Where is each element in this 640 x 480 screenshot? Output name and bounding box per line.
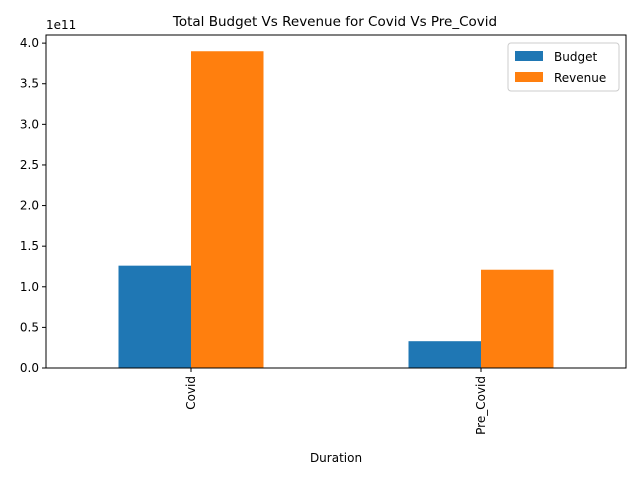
legend: Budget Revenue (507, 42, 620, 92)
x-axis: Covid Pre_Covid (184, 368, 488, 435)
plot-frame (45, 34, 627, 369)
y-tick-label: 0.0 (20, 361, 39, 375)
bar-budget-pre-covid (408, 341, 481, 368)
y-tick-label: 0.5 (20, 320, 39, 334)
legend-label-budget: Budget (554, 50, 597, 64)
y-axis-offset-label: 1e11 (46, 18, 76, 32)
y-tick-label: 3.0 (20, 117, 39, 131)
bar-budget-covid (118, 265, 191, 368)
bar-revenue-pre-covid (481, 269, 554, 368)
bars-group (118, 51, 554, 369)
y-tick-label: 4.0 (20, 36, 39, 50)
legend-swatch-budget (515, 51, 543, 61)
y-tick-label: 2.0 (20, 199, 39, 213)
legend-label-revenue: Revenue (554, 71, 606, 85)
y-tick-label: 3.5 (20, 77, 39, 91)
x-tick-label: Covid (184, 376, 198, 410)
y-tick-label: 1.0 (20, 280, 39, 294)
legend-swatch-revenue (515, 72, 543, 82)
x-tick-label: Pre_Covid (474, 376, 488, 435)
chart-title: Total Budget Vs Revenue for Covid Vs Pre… (172, 14, 497, 30)
y-tick-label: 2.5 (20, 158, 39, 172)
bar-revenue-covid (191, 51, 264, 369)
y-axis: 0.0 0.5 1.0 1.5 2.0 2.5 3.0 3.5 4.0 (20, 36, 46, 375)
x-axis-label: Duration (310, 451, 362, 465)
y-tick-label: 1.5 (20, 239, 39, 253)
